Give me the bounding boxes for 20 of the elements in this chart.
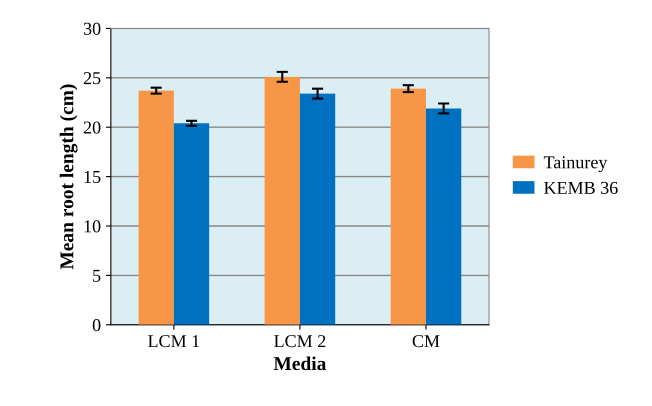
- y-tick-label: 15: [84, 170, 100, 184]
- bar: [138, 90, 174, 325]
- x-axis-title: Media: [274, 356, 326, 370]
- bar: [390, 88, 426, 325]
- y-tick-label: 0: [92, 319, 100, 332]
- y-tick-label: 10: [84, 220, 100, 232]
- bar: [426, 108, 462, 325]
- legend-label: Tainurey: [544, 156, 608, 172]
- bar: [264, 76, 300, 325]
- x-tick-label: LCM 1: [148, 335, 200, 348]
- y-tick-label: 20: [84, 121, 100, 134]
- legend-label: KEMB 36: [544, 182, 618, 194]
- y-tick-label: 25: [84, 72, 100, 84]
- x-tick-label: CM: [412, 335, 440, 348]
- bar: [300, 94, 336, 325]
- bar: [174, 123, 210, 325]
- x-tick-label: LCM 2: [274, 335, 326, 348]
- y-tick-label: 5: [93, 270, 100, 282]
- y-axis-title: Mean root length (cm): [60, 84, 78, 270]
- y-tick-label: 30: [84, 22, 100, 35]
